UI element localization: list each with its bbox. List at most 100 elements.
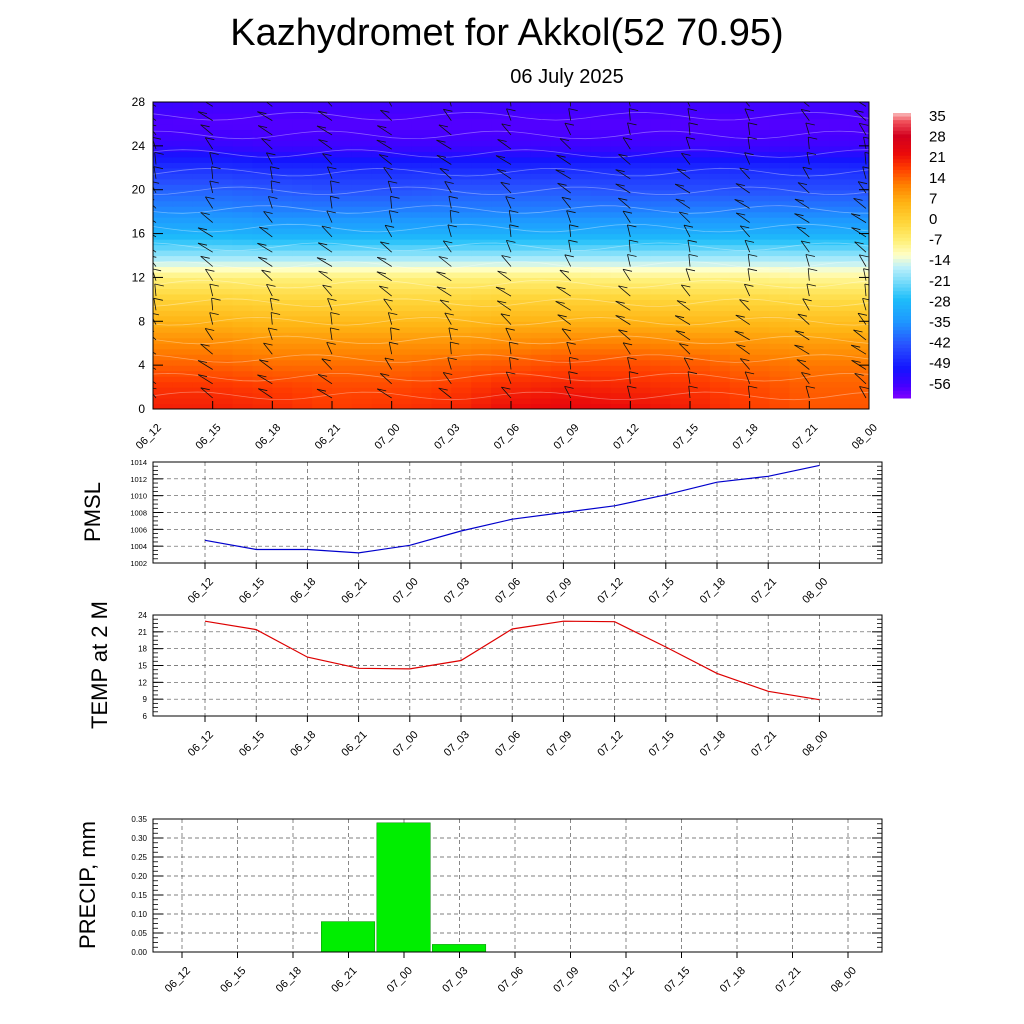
heatmap-cell bbox=[232, 288, 254, 295]
heatmap-cell bbox=[829, 354, 850, 361]
wind-barb-staff bbox=[387, 180, 393, 194]
heatmap-cell bbox=[431, 403, 452, 409]
heatmap-cell bbox=[511, 359, 532, 366]
heatmap-cell bbox=[610, 244, 631, 251]
contour-line bbox=[153, 335, 869, 345]
heatmap-cell bbox=[709, 167, 731, 174]
heatmap-cell bbox=[192, 217, 214, 224]
heatmap-cell bbox=[451, 348, 472, 355]
heatmap-cell bbox=[610, 321, 631, 328]
wind-barb-flag bbox=[568, 239, 578, 243]
heatmap-cell bbox=[511, 392, 532, 399]
heatmap-cell bbox=[212, 211, 234, 218]
heatmap-cell bbox=[351, 310, 373, 317]
wind-barb-flag bbox=[205, 196, 215, 200]
heatmap-cell bbox=[212, 304, 234, 311]
heatmap-cell bbox=[272, 359, 293, 366]
heatmap-cell bbox=[192, 376, 214, 383]
heatmap-cell bbox=[212, 321, 234, 328]
heatmap-cell bbox=[769, 381, 791, 388]
heatmap-cell bbox=[809, 184, 830, 191]
colorbar-swatch bbox=[893, 380, 911, 385]
wind-barb-staff bbox=[559, 138, 571, 150]
wind-barb-flag bbox=[390, 195, 400, 199]
wind-barb-staff bbox=[858, 254, 867, 267]
heatmap-cell bbox=[729, 123, 751, 131]
heatmap-cell bbox=[829, 156, 850, 163]
heatmap-cell bbox=[232, 255, 254, 262]
heatmap-cell bbox=[690, 348, 711, 355]
heatmap-cell bbox=[570, 277, 592, 284]
heatmap-cell bbox=[371, 200, 393, 207]
heatmap-cell bbox=[769, 387, 791, 394]
heatmap-cell bbox=[411, 173, 433, 180]
heatmap-cell bbox=[829, 332, 850, 339]
heatmap-cell bbox=[411, 118, 433, 125]
heatmap-cell bbox=[471, 321, 492, 328]
wind-barb-flag bbox=[443, 108, 453, 112]
heatmap-cell bbox=[252, 173, 273, 180]
heatmap-cell bbox=[789, 293, 810, 300]
heatmap-cell bbox=[511, 107, 532, 114]
heatmap-cell bbox=[332, 189, 353, 196]
wind-barb-staff bbox=[388, 210, 393, 223]
heatmap-cell bbox=[769, 107, 791, 114]
heatmap-cell bbox=[332, 326, 353, 333]
heatmap-cell bbox=[153, 123, 174, 131]
wind-barb-flag bbox=[270, 166, 280, 170]
heatmap-cell bbox=[789, 151, 810, 158]
heatmap-cell bbox=[411, 250, 433, 257]
heatmap-cell bbox=[749, 173, 771, 180]
heatmap-cell bbox=[391, 354, 413, 361]
wind-barb-flag bbox=[142, 345, 151, 347]
heatmap-cell bbox=[511, 326, 532, 333]
heatmap-cell bbox=[610, 376, 631, 383]
wind-barb-flag bbox=[209, 180, 219, 184]
heatmap-cell bbox=[471, 123, 492, 131]
wind-barb-flag bbox=[862, 166, 869, 169]
heatmap-cell bbox=[849, 337, 869, 344]
wind-barb-staff bbox=[327, 298, 333, 311]
heatmap-cell bbox=[491, 398, 512, 405]
wind-barb-flag bbox=[385, 224, 395, 228]
heatmap-cell bbox=[550, 107, 572, 114]
heatmap-cell bbox=[511, 255, 532, 262]
heatmap-cell bbox=[491, 162, 512, 169]
wind-barb-flag bbox=[501, 386, 511, 390]
heatmap-cell bbox=[590, 337, 612, 344]
heatmap-cell bbox=[570, 118, 592, 125]
heatmap-cell bbox=[610, 195, 631, 202]
heatmap-cell bbox=[849, 102, 869, 109]
heatmap-cell bbox=[769, 239, 791, 246]
heatmap-cell bbox=[749, 222, 771, 229]
heatmap-cell bbox=[351, 129, 373, 136]
heatmap-cell bbox=[729, 195, 751, 202]
heatmap-cell bbox=[749, 129, 771, 136]
heatmap-cell bbox=[709, 211, 731, 218]
wind-barb-staff bbox=[376, 388, 392, 399]
wind-barb-staff bbox=[330, 312, 333, 325]
heatmap-cell bbox=[192, 222, 214, 229]
heatmap-cell bbox=[272, 398, 293, 405]
heatmap-cell bbox=[272, 343, 293, 350]
heatmap-cell bbox=[511, 228, 532, 235]
heatmap-cell bbox=[769, 233, 791, 240]
wind-barb-staff bbox=[555, 301, 571, 311]
heatmap-cell bbox=[769, 354, 791, 361]
heatmap-cell bbox=[769, 310, 791, 317]
heatmap-cell bbox=[670, 348, 691, 355]
heatmap-cell bbox=[292, 310, 313, 317]
heatmap-cell bbox=[192, 315, 214, 322]
wind-barb-staff bbox=[797, 182, 810, 194]
heatmap-cell bbox=[252, 392, 273, 399]
heatmap-cell bbox=[690, 266, 711, 273]
heatmap-cell bbox=[292, 206, 313, 213]
heatmap-cell bbox=[829, 195, 850, 202]
wind-barb-flag bbox=[263, 211, 273, 214]
colorbar-swatch bbox=[893, 216, 911, 221]
heatmap-cell bbox=[670, 392, 691, 399]
heatmap-cell bbox=[670, 167, 691, 174]
heatmap-cell bbox=[471, 102, 492, 109]
heatmap-cell bbox=[232, 145, 254, 152]
wind-barb-staff bbox=[622, 342, 631, 355]
